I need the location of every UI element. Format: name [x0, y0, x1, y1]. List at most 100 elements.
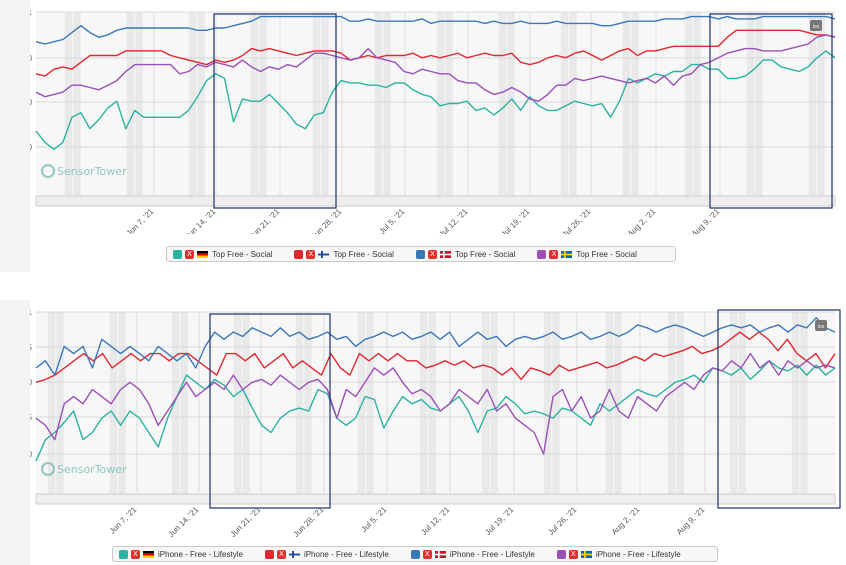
weekend-band	[693, 12, 701, 196]
ios-update-badge-icon[interactable]: ios	[810, 20, 822, 31]
highlight-box	[709, 13, 833, 209]
weekend-band	[490, 312, 498, 494]
left-gutter-bottom	[0, 300, 30, 565]
sensortower-watermark: SensorTower	[41, 164, 127, 178]
weekend-band	[233, 312, 242, 494]
y-tick-label: 75	[30, 413, 33, 422]
weekend-band	[667, 312, 676, 494]
series-color-swatch[interactable]	[415, 249, 425, 259]
remove-series-icon[interactable]: X	[568, 549, 578, 559]
weekend-band	[47, 312, 56, 494]
weekend-band	[605, 312, 614, 494]
series-line-germany[interactable]	[35, 50, 836, 151]
x-tick-label: Jun 28, '21	[310, 207, 344, 234]
y-tick-label: 1	[30, 308, 33, 317]
series-line-sweden[interactable]	[35, 352, 836, 455]
weekend-band	[312, 12, 321, 196]
bottom-chart-panel: 1 25 50 75 100 SensorTower ios Jun 7, '21 Jun 14…	[30, 304, 845, 565]
weekend-band	[126, 12, 135, 196]
legend-label: iPhone - Free - Lifestyle	[595, 549, 681, 559]
sweden-flag-icon	[561, 250, 573, 258]
weekend-band	[180, 312, 188, 494]
x-tick-label: Aug 2, '21	[626, 207, 658, 234]
series-line-finland[interactable]	[35, 29, 836, 77]
bottom-chart: 1 25 50 75 100 SensorTower ios Jun 7, '21 Jun 14…	[30, 308, 841, 539]
sweden-flag-icon	[580, 550, 592, 558]
weekend-band	[197, 12, 205, 196]
y-tick-label: 1	[30, 8, 33, 17]
remove-series-icon[interactable]: X	[422, 549, 432, 559]
weekend-band	[118, 312, 126, 494]
remove-series-icon[interactable]: X	[276, 549, 286, 559]
germany-flag-icon	[143, 550, 154, 558]
series-color-swatch[interactable]	[556, 549, 566, 559]
weekend-band	[366, 312, 374, 494]
series-line-denmark[interactable]	[35, 316, 836, 376]
legend-label: Top Free - Social	[333, 249, 394, 259]
weekend-band	[250, 12, 259, 196]
weekend-band	[552, 312, 560, 494]
weekend-band	[171, 312, 180, 494]
weekend-band	[304, 312, 312, 494]
series-color-swatch[interactable]	[119, 549, 128, 559]
weekend-band	[817, 12, 825, 196]
legend-item-denmark[interactable]: X Top Free - Social	[415, 249, 515, 259]
legend-label: Top Free - Social	[212, 249, 273, 259]
remove-series-icon[interactable]: X	[131, 549, 140, 559]
weekend-band	[383, 12, 391, 196]
series-line-sweden[interactable]	[35, 34, 836, 102]
left-gutter-top	[0, 0, 30, 272]
legend-label: iPhone - Free - Lifestyle	[158, 549, 243, 559]
highlight-box	[213, 13, 337, 209]
weekend-band	[321, 12, 329, 196]
finland-flag-icon	[288, 550, 300, 558]
weekend-band	[622, 12, 631, 196]
ios-update-badge-icon[interactable]: ios	[815, 320, 827, 331]
series-line-finland[interactable]	[35, 331, 836, 383]
x-tick-label: Jun 7, '21	[125, 207, 156, 234]
x-tick-label: Jun 21, '21	[248, 207, 282, 234]
legend-item-sweden[interactable]: X Top Free - Social	[537, 249, 637, 259]
weekend-band	[64, 12, 73, 196]
germany-flag-icon	[197, 250, 208, 258]
range-navigator[interactable]	[35, 195, 836, 207]
weekend-band	[109, 312, 118, 494]
legend-item-germany[interactable]: X Top Free - Social	[173, 249, 273, 259]
series-color-swatch[interactable]	[173, 249, 182, 259]
remove-series-icon[interactable]: X	[185, 249, 194, 259]
range-navigator[interactable]	[35, 493, 836, 505]
series-line-germany[interactable]	[35, 360, 836, 462]
x-tick-label: Jul 26, '21	[560, 207, 592, 234]
y-tick-label: 40	[30, 98, 33, 107]
weekend-band	[684, 12, 693, 196]
highlight-box	[717, 309, 841, 509]
remove-series-icon[interactable]: X	[427, 249, 437, 259]
series-line-denmark[interactable]	[35, 15, 836, 45]
weekend-band	[808, 12, 817, 196]
x-tick-label: Aug 2, '21	[610, 505, 642, 537]
x-tick-label: Jul 12, '21	[437, 207, 469, 234]
weekend-band	[746, 12, 755, 196]
remove-series-icon[interactable]: X	[306, 249, 316, 259]
series-color-swatch[interactable]	[264, 549, 274, 559]
remove-series-icon[interactable]: X	[549, 249, 559, 259]
watermark-text: SensorTower	[57, 463, 127, 476]
series-color-swatch[interactable]	[410, 549, 420, 559]
series-color-swatch[interactable]	[294, 249, 304, 259]
x-tick-label: Jun 21, '21	[229, 505, 263, 539]
badge-text: ios	[813, 24, 820, 30]
y-tick-label: 25	[30, 343, 33, 352]
x-tick-label: Jun 14, '21	[184, 207, 218, 234]
weekend-band	[800, 312, 808, 494]
series-color-swatch[interactable]	[537, 249, 547, 259]
legend-label: iPhone - Free - Lifestyle	[303, 549, 389, 559]
weekend-band	[428, 312, 436, 494]
legend-item-finland[interactable]: X Top Free - Social	[294, 249, 394, 259]
weekend-band	[791, 312, 800, 494]
legend-label: iPhone - Free - Lifestyle	[449, 549, 535, 559]
weekend-band	[543, 312, 552, 494]
